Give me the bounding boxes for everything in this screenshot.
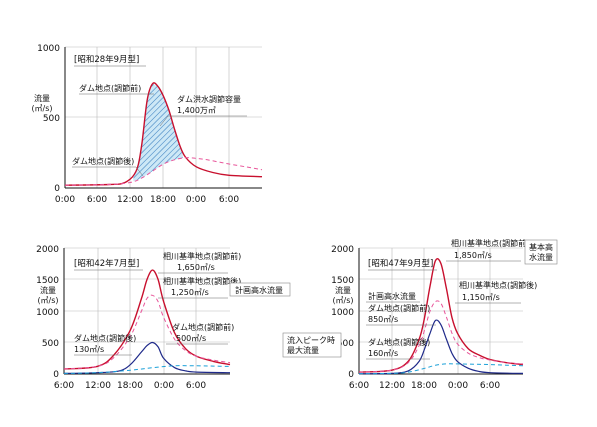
y-tick-label: 2000: [36, 245, 59, 255]
x-tick-label: 6:00: [349, 381, 369, 391]
series-dam-post: [63, 365, 231, 374]
legend-box-peak-flow: [282, 332, 342, 358]
legend-box-plan-flow: [229, 282, 291, 297]
y-tick-label: 2000: [331, 245, 354, 255]
y-tick-label: 500: [42, 339, 59, 349]
y-axis-label: 流量: [335, 285, 351, 295]
label-basic-flow-2: 水流量: [529, 252, 553, 262]
label-dam-pre: ダム地点(調節前): [79, 83, 141, 93]
label-aikawa-post: 相川基準地点(調節後): [459, 280, 537, 290]
label-plan-flow: 計画高水流量: [235, 285, 283, 295]
label-dam-pre: ダム地点(調節前): [172, 322, 234, 332]
y-tick-label: 1500: [331, 276, 354, 286]
label-aikawa-pre-value: 1,850㎥/s: [454, 251, 492, 260]
series-dam-pre: [64, 82, 263, 186]
chart-showa47: 2000 1500 1000 500 0 6:00 12:00 18:00 0:…: [282, 238, 558, 391]
y-tick-label: 500: [337, 339, 354, 349]
x-tick-label: 18:00: [117, 381, 143, 391]
label-dam-pre-value: 850㎥/s: [368, 315, 398, 324]
chart-showa28: 1000 500 0 0:00 6:00 12:00 18:00 0:00 6:…: [31, 44, 263, 205]
label-plan-flow: 計画高水流量: [368, 291, 416, 301]
x-tick-label: 6:00: [186, 381, 206, 391]
label-aikawa-pre: 相川基準地点(調節前): [451, 238, 529, 248]
label-dam-post-value: 160㎥/s: [368, 349, 398, 358]
x-tick-label: 6:00: [219, 195, 239, 205]
x-tick-label: 12:00: [85, 381, 111, 391]
label-peak-flow-2: 最大流量: [287, 345, 319, 355]
y-tick-label: 0: [348, 370, 354, 380]
y-tick-label: 1000: [37, 44, 60, 54]
grid: [359, 247, 523, 374]
x-tick-label: 0:00: [186, 195, 206, 205]
label-aikawa-post-value: 1,250㎥/s: [171, 288, 209, 297]
chart-showa42: 2000 1500 1000 500 0 6:00 12:00 18:00 0:…: [36, 245, 291, 391]
chart-title: [昭和42年7月型]: [74, 258, 139, 269]
label-flood-volume: ダム洪水調節容量: [177, 94, 241, 104]
y-tick-label: 1000: [331, 308, 354, 318]
x-tick-label: 6:00: [480, 381, 500, 391]
label-dam-post: ダム地点(調節後): [368, 337, 430, 347]
x-tick-label: 0:00: [448, 381, 468, 391]
y-tick-label: 500: [43, 114, 60, 124]
series-dam-post: [358, 363, 524, 375]
label-dam-post: ダム地点(調節後): [74, 333, 136, 343]
y-tick-label: 0: [54, 184, 60, 194]
grid: [64, 247, 230, 374]
label-aikawa-post: 相川基準地点(調節後): [163, 276, 241, 286]
series-dam-pre: [358, 319, 524, 375]
x-tick-label: 0:00: [154, 381, 174, 391]
y-axis-unit: (㎥/s): [31, 104, 52, 113]
x-tick-label: 0:00: [55, 195, 75, 205]
y-tick-label: 0: [53, 370, 59, 380]
y-axis-unit: (㎥/s): [37, 296, 58, 305]
y-tick-label: 1500: [36, 276, 59, 286]
label-peak-flow-1: 流入ピーク時: [287, 335, 335, 345]
y-tick-label: 1000: [36, 308, 59, 318]
x-tick-label: 6:00: [54, 381, 74, 391]
legend-box-basic-flow: [524, 239, 558, 265]
series-aikawa-pre: [358, 258, 524, 373]
x-tick-label: 6:00: [87, 195, 107, 205]
label-dam-pre-value: 500㎥/s: [176, 334, 206, 343]
series-dam-post: [64, 157, 263, 186]
label-flood-volume-value: 1,400万㎥: [177, 106, 216, 115]
chart-title: [昭和28年9月型]: [74, 54, 139, 65]
series-dam-pre: [63, 341, 231, 374]
y-axis-label: 流量: [40, 285, 56, 295]
y-axis-unit: (㎥/s): [332, 296, 353, 305]
label-dam-post-value: 130㎥/s: [74, 345, 104, 354]
series-aikawa-post: [63, 294, 231, 370]
x-tick-label: 12:00: [379, 381, 405, 391]
x-tick-label: 12:00: [117, 195, 143, 205]
label-dam-post: ダム地点(調節後): [72, 156, 134, 166]
label-aikawa-post-value: 1,150㎥/s: [462, 293, 500, 302]
chart-title: [昭和47年9月型]: [368, 258, 433, 269]
label-basic-flow-1: 基本高: [529, 242, 553, 252]
label-aikawa-pre-value: 1,650㎥/s: [177, 263, 215, 272]
label-dam-pre: ダム地点(調節前): [368, 303, 430, 313]
label-aikawa-pre: 相川基準地点(調節前): [163, 251, 241, 261]
flood-control-volume-area: [133, 83, 183, 182]
x-tick-label: 18:00: [150, 195, 176, 205]
y-axis-label: 流量: [34, 93, 50, 103]
x-tick-label: 18:00: [411, 381, 437, 391]
